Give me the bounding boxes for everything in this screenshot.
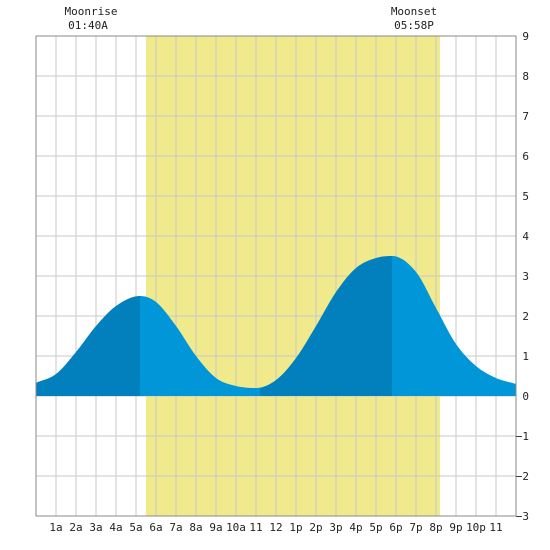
moonset-label: Moonset xyxy=(391,5,437,18)
tide-area-flood-2 xyxy=(260,256,392,396)
y-tick-label: −1 xyxy=(516,430,529,443)
y-tick-label: 4 xyxy=(522,230,529,243)
x-tick-label: 5p xyxy=(369,521,382,534)
y-tick-label: 6 xyxy=(522,150,529,163)
x-tick-label: 6a xyxy=(149,521,162,534)
x-tick-label: 4p xyxy=(349,521,362,534)
x-tick-label: 1a xyxy=(49,521,62,534)
y-tick-label: −2 xyxy=(516,470,529,483)
moonset-time: 05:58P xyxy=(394,19,434,32)
tide-area-flood-1 xyxy=(36,296,140,396)
x-tick-label: 8p xyxy=(429,521,442,534)
y-tick-label: −3 xyxy=(516,510,529,523)
x-tick-label: 6p xyxy=(389,521,402,534)
y-tick-label: 1 xyxy=(522,350,529,363)
moonrise-time: 01:40A xyxy=(68,19,108,32)
x-tick-label: 7a xyxy=(169,521,182,534)
x-tick-label: 1p xyxy=(289,521,302,534)
x-tick-label: 10p xyxy=(466,521,486,534)
x-tick-label: 11 xyxy=(489,521,502,534)
x-tick-label: 12 xyxy=(269,521,282,534)
y-tick-label: 3 xyxy=(522,270,529,283)
y-tick-label: 9 xyxy=(522,30,529,43)
x-tick-label: 11 xyxy=(249,521,262,534)
tide-area-ebb-2 xyxy=(392,256,516,396)
y-tick-label: 8 xyxy=(522,70,529,83)
y-tick-label: 0 xyxy=(522,390,529,403)
tide-area-ebb-1 xyxy=(140,296,260,396)
x-tick-label: 4a xyxy=(109,521,122,534)
x-tick-label: 9a xyxy=(209,521,222,534)
plot-frame xyxy=(35,35,517,517)
y-tick-label: 5 xyxy=(522,190,529,203)
x-tick-label: 8a xyxy=(189,521,202,534)
x-tick-label: 5a xyxy=(129,521,142,534)
x-tick-label: 10a xyxy=(226,521,246,534)
y-tick-label: 7 xyxy=(522,110,529,123)
x-tick-label: 3p xyxy=(329,521,342,534)
x-tick-label: 2a xyxy=(69,521,82,534)
x-tick-label: 7p xyxy=(409,521,422,534)
y-tick-label: 2 xyxy=(522,310,529,323)
x-tick-label: 9p xyxy=(449,521,462,534)
moonrise-label: Moonrise xyxy=(65,5,118,18)
x-tick-label: 2p xyxy=(309,521,322,534)
x-tick-label: 3a xyxy=(89,521,102,534)
